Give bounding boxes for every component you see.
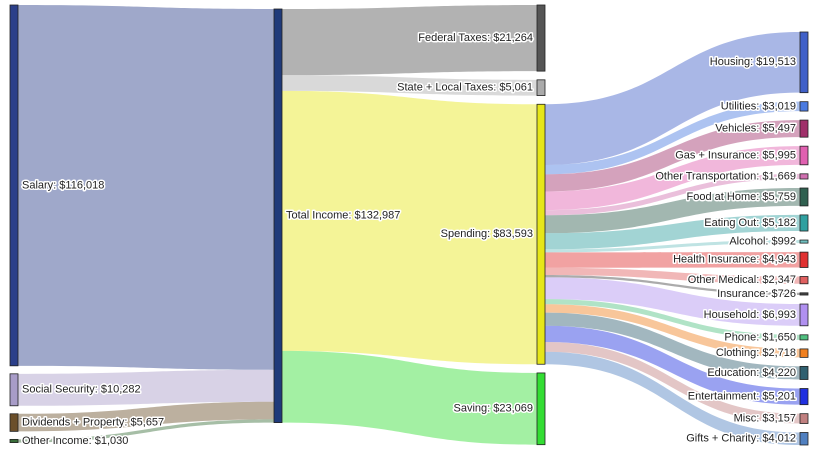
node — [9, 373, 19, 407]
link — [545, 351, 800, 445]
node — [799, 251, 809, 268]
node-label: Other Medical: $2,347 — [688, 274, 796, 286]
node — [273, 8, 283, 423]
link — [545, 304, 800, 358]
node-label: State + Local Taxes: $5,061 — [397, 82, 533, 94]
node — [799, 101, 809, 112]
link — [545, 325, 800, 405]
node — [799, 214, 809, 232]
link — [545, 341, 800, 424]
link — [545, 214, 800, 250]
link — [545, 146, 800, 211]
node-label: Gifts + Charity: $4,012 — [686, 433, 796, 445]
link — [282, 5, 537, 76]
link — [282, 75, 537, 96]
node — [799, 432, 809, 446]
link — [282, 350, 537, 445]
link — [545, 173, 800, 216]
node-label: Housing: $19,513 — [710, 56, 796, 68]
node — [9, 4, 19, 367]
node — [799, 303, 809, 327]
node-label: Social Security: $10,282 — [22, 384, 141, 396]
node-label: Total Income: $132,987 — [286, 210, 400, 222]
node — [799, 348, 809, 358]
node — [799, 119, 809, 138]
node — [799, 31, 809, 94]
node-label: Other Transportation: $1,669 — [655, 170, 796, 182]
node — [799, 276, 809, 285]
node-label: Dividends + Property: $5,657 — [22, 416, 164, 428]
node-label: Education: $4,220 — [707, 367, 796, 379]
node — [799, 292, 809, 296]
node-label: Insurance: $726 — [717, 288, 796, 300]
link — [545, 252, 800, 268]
node — [799, 365, 809, 380]
link — [545, 277, 800, 326]
link — [18, 5, 274, 370]
node-label: Spending: $83,593 — [441, 228, 533, 240]
node — [536, 4, 546, 72]
node-label: Federal Taxes: $21,264 — [418, 32, 533, 44]
node — [799, 388, 809, 406]
node-label: Gas + Insurance: $5,995 — [675, 149, 796, 161]
node-label: Alcohol: $992 — [729, 235, 796, 247]
link — [545, 101, 800, 175]
node-label: Clothing: $2,718 — [716, 347, 796, 359]
link — [18, 369, 274, 406]
node-label: Other Income: $1,030 — [22, 435, 128, 447]
labels: Salary: $116,018 Social Security: $10,282… — [21, 30, 798, 448]
node-label: Entertainment: $5,201 — [688, 390, 796, 402]
node — [9, 438, 19, 443]
node-label: Phone: $1,650 — [724, 331, 796, 343]
node — [799, 173, 809, 180]
node-label: Salary: $116,018 — [22, 179, 104, 191]
node-label: Household: $6,993 — [704, 309, 796, 321]
node — [799, 334, 809, 341]
link — [18, 401, 274, 432]
node-label: Vehicles: $5,497 — [715, 123, 796, 135]
link — [545, 299, 800, 340]
node — [799, 145, 809, 166]
node — [799, 413, 809, 424]
node — [536, 79, 546, 96]
node-label: Eating Out: $5,182 — [704, 217, 796, 229]
node-label: Misc: $3,157 — [734, 412, 796, 424]
node — [799, 187, 809, 207]
node-label: Health Insurance: $4,943 — [673, 254, 796, 266]
link — [545, 188, 800, 234]
node — [799, 239, 809, 244]
node-label: Saving: $23,069 — [453, 403, 533, 415]
node-label: Food at Home: $5,759 — [687, 191, 796, 203]
link — [545, 267, 800, 284]
link — [18, 419, 274, 443]
node — [9, 413, 19, 432]
link — [545, 275, 800, 296]
link — [545, 312, 800, 380]
link — [545, 240, 800, 253]
node — [536, 372, 546, 446]
nodes — [9, 4, 809, 446]
link — [545, 32, 800, 165]
link — [282, 90, 537, 365]
node — [536, 103, 546, 365]
link — [545, 120, 800, 192]
node-label: Utilities: $3,019 — [721, 100, 796, 112]
links — [18, 5, 800, 445]
